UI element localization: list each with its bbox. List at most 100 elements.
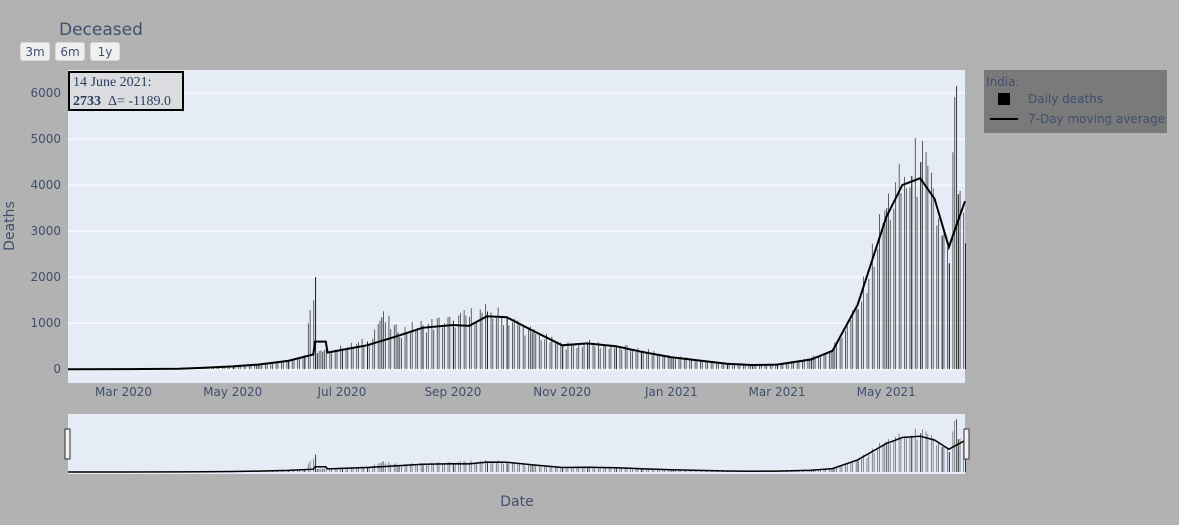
bar-mark bbox=[683, 358, 685, 370]
mini-bar-mark bbox=[943, 446, 945, 472]
bar-mark bbox=[234, 365, 236, 370]
bar-mark bbox=[911, 175, 913, 370]
range-button-6m[interactable]: 6m bbox=[55, 42, 85, 61]
bar-mark bbox=[571, 343, 573, 370]
mini-bar-mark bbox=[535, 465, 537, 472]
mini-bar-mark bbox=[479, 460, 481, 472]
mini-bar-mark bbox=[592, 467, 594, 472]
mini-bar-mark bbox=[839, 466, 841, 472]
mini-bar-mark bbox=[513, 462, 515, 472]
main-plot[interactable]: 0 1000 2000 3000 4000 5000 6000 Mar 2020 May 20… bbox=[30, 70, 966, 399]
bar-mark bbox=[447, 316, 449, 370]
legend-item-daily-deaths[interactable]: Daily deaths bbox=[988, 92, 1103, 106]
mini-bar-mark bbox=[823, 469, 825, 472]
range-slider[interactable] bbox=[64, 414, 970, 474]
mini-bar-mark bbox=[320, 468, 322, 472]
bar-mark bbox=[549, 342, 551, 370]
mini-bar-mark bbox=[657, 469, 658, 472]
bar-mark bbox=[397, 332, 399, 370]
bar-mark bbox=[390, 329, 392, 370]
mini-bar-mark bbox=[914, 428, 916, 472]
bar-mark bbox=[503, 325, 504, 370]
bar-mark bbox=[850, 320, 852, 370]
mini-bar-mark bbox=[680, 469, 682, 472]
mini-bar-mark bbox=[936, 445, 938, 472]
bar-mark bbox=[221, 366, 223, 370]
bar-mark bbox=[401, 338, 402, 370]
bar-mark bbox=[603, 345, 605, 370]
mini-bar-mark bbox=[449, 462, 451, 472]
bar-mark bbox=[361, 338, 363, 370]
bar-mark bbox=[674, 359, 676, 370]
bar-mark bbox=[286, 360, 288, 370]
bar-mark bbox=[930, 172, 932, 370]
bar-mark bbox=[544, 339, 546, 370]
bar-mark bbox=[522, 324, 524, 370]
bar-mark bbox=[750, 364, 752, 370]
mini-bar-mark bbox=[529, 464, 531, 472]
mini-bar-mark bbox=[399, 466, 401, 472]
bar-mark bbox=[546, 333, 547, 370]
bar-mark bbox=[852, 310, 854, 370]
bar-mark bbox=[433, 329, 435, 370]
bar-mark bbox=[868, 278, 870, 370]
annotation-date: 14 June 2021: bbox=[73, 75, 152, 90]
bar-mark bbox=[871, 243, 873, 370]
bar-mark bbox=[331, 353, 333, 370]
mini-bar-mark bbox=[544, 466, 546, 472]
bar-mark bbox=[732, 363, 734, 370]
bar-mark bbox=[925, 152, 927, 370]
bar-mark bbox=[381, 317, 383, 370]
mini-bar-mark bbox=[615, 467, 617, 472]
mini-bar-mark bbox=[947, 449, 948, 472]
mini-bar-mark bbox=[436, 462, 438, 472]
legend-item-moving-average[interactable]: 7-Day moving average bbox=[988, 112, 1165, 126]
bar-mark bbox=[485, 304, 487, 370]
mini-bar-mark bbox=[603, 467, 605, 472]
mini-bar-mark bbox=[318, 468, 320, 472]
bar-mark bbox=[818, 355, 820, 370]
bar-mark bbox=[438, 317, 440, 370]
bar-mark bbox=[630, 349, 632, 370]
bar-mark bbox=[771, 364, 773, 370]
bar-mark bbox=[307, 323, 309, 370]
mini-bar-mark bbox=[667, 469, 669, 472]
mini-bar-mark bbox=[825, 468, 827, 472]
bar-mark bbox=[567, 342, 569, 370]
bar-mark bbox=[533, 329, 535, 370]
bar-mark bbox=[347, 347, 349, 370]
mini-bar-mark bbox=[608, 468, 610, 472]
bar-mark bbox=[458, 315, 460, 370]
mini-bar-mark bbox=[905, 438, 907, 472]
bar-mark bbox=[626, 345, 628, 370]
bar-mark bbox=[324, 349, 325, 370]
bar-mark bbox=[223, 366, 225, 370]
hover-annotation: 14 June 2021: 2733 Δ= -1189.0 bbox=[68, 71, 184, 111]
mini-bar-mark bbox=[664, 469, 666, 472]
mini-bar-mark bbox=[497, 460, 499, 472]
mini-bar-mark bbox=[674, 470, 676, 472]
bar-mark bbox=[476, 322, 478, 370]
mini-bar-mark bbox=[685, 469, 687, 472]
range-slider-right-handle[interactable] bbox=[963, 428, 970, 460]
mini-bar-mark bbox=[486, 461, 488, 472]
bar-mark bbox=[689, 358, 691, 370]
bar-mark bbox=[551, 336, 553, 370]
range-slider-left-handle[interactable] bbox=[64, 428, 71, 460]
bar-mark bbox=[449, 316, 451, 370]
mini-bar-mark bbox=[517, 462, 519, 472]
bar-mark bbox=[374, 329, 376, 370]
mini-bar-mark bbox=[546, 465, 547, 472]
bar-mark bbox=[802, 360, 803, 370]
mini-bar-mark bbox=[895, 437, 896, 472]
range-button-3m[interactable]: 3m bbox=[20, 42, 50, 61]
mini-bar-mark bbox=[571, 467, 572, 472]
bar-mark bbox=[535, 334, 537, 370]
mini-bar-mark bbox=[583, 467, 585, 472]
range-button-1y[interactable]: 1y bbox=[90, 42, 120, 61]
mini-bar-mark bbox=[420, 462, 422, 472]
bar-mark bbox=[873, 266, 875, 370]
bar-mark bbox=[442, 327, 444, 370]
bar-mark bbox=[313, 300, 315, 370]
bar-mark bbox=[581, 347, 583, 370]
